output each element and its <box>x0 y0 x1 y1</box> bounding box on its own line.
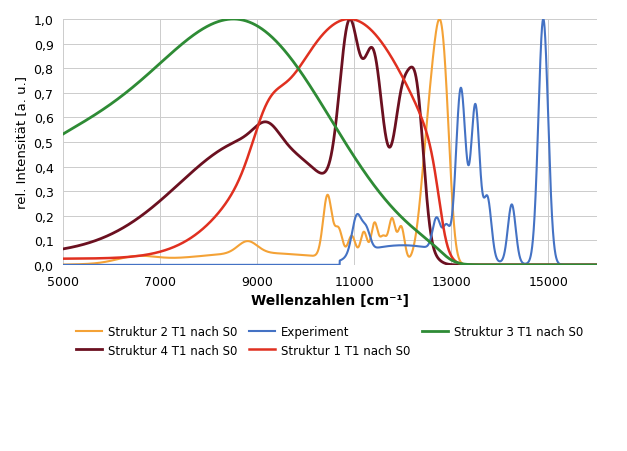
Experiment <box>189 262 196 268</box>
Struktur 4 T1 nach S0 <box>346 17 354 23</box>
Struktur 3 T1 nach S0 <box>589 262 596 268</box>
Struktur 3 T1 nach S0 <box>60 132 67 137</box>
Struktur 2 T1 nach S0 <box>60 262 67 268</box>
Struktur 2 T1 nach S0 <box>183 255 191 260</box>
Struktur 1 T1 nach S0 <box>60 256 67 262</box>
Experiment <box>589 262 596 268</box>
Struktur 3 T1 nach S0 <box>261 29 268 34</box>
Struktur 2 T1 nach S0 <box>593 262 600 268</box>
Struktur 4 T1 nach S0 <box>589 262 596 268</box>
Struktur 1 T1 nach S0 <box>189 235 196 240</box>
Struktur 3 T1 nach S0 <box>189 34 196 39</box>
Struktur 3 T1 nach S0 <box>593 262 601 268</box>
Line: Experiment: Experiment <box>63 20 597 265</box>
Struktur 4 T1 nach S0 <box>261 120 268 125</box>
Experiment <box>539 17 547 23</box>
Struktur 4 T1 nach S0 <box>298 156 306 162</box>
Experiment <box>183 262 191 268</box>
Struktur 1 T1 nach S0 <box>186 236 194 242</box>
Struktur 4 T1 nach S0 <box>183 175 191 180</box>
Struktur 1 T1 nach S0 <box>261 107 268 112</box>
Struktur 2 T1 nach S0 <box>589 262 596 268</box>
Struktur 1 T1 nach S0 <box>589 262 596 268</box>
Line: Struktur 1 T1 nach S0: Struktur 1 T1 nach S0 <box>63 20 597 265</box>
Struktur 3 T1 nach S0 <box>229 17 237 23</box>
Struktur 4 T1 nach S0 <box>579 262 587 268</box>
Struktur 2 T1 nach S0 <box>436 17 443 23</box>
Struktur 4 T1 nach S0 <box>189 169 196 175</box>
Struktur 2 T1 nach S0 <box>189 254 196 260</box>
Line: Struktur 2 T1 nach S0: Struktur 2 T1 nach S0 <box>63 20 597 265</box>
Struktur 3 T1 nach S0 <box>183 38 191 43</box>
Struktur 2 T1 nach S0 <box>593 262 601 268</box>
Struktur 4 T1 nach S0 <box>593 262 601 268</box>
Struktur 3 T1 nach S0 <box>186 36 194 41</box>
Struktur 2 T1 nach S0 <box>298 253 306 258</box>
Struktur 4 T1 nach S0 <box>60 247 67 252</box>
Struktur 2 T1 nach S0 <box>186 255 194 260</box>
Experiment <box>60 262 67 268</box>
Struktur 1 T1 nach S0 <box>298 61 306 67</box>
Y-axis label: rel. Intensität [a. u.]: rel. Intensität [a. u.] <box>15 76 28 209</box>
Experiment <box>298 262 306 268</box>
Struktur 3 T1 nach S0 <box>298 73 306 78</box>
Struktur 2 T1 nach S0 <box>261 248 268 253</box>
Experiment <box>186 262 194 268</box>
Struktur 1 T1 nach S0 <box>345 17 353 23</box>
Struktur 1 T1 nach S0 <box>183 238 191 244</box>
Legend: Struktur 2 T1 nach S0, Struktur 4 T1 nach S0, Experiment, Struktur 1 T1 nach S0,: Struktur 2 T1 nach S0, Struktur 4 T1 nac… <box>71 320 588 362</box>
Experiment <box>593 262 601 268</box>
Struktur 4 T1 nach S0 <box>186 172 194 177</box>
X-axis label: Wellenzahlen [cm⁻¹]: Wellenzahlen [cm⁻¹] <box>251 294 409 308</box>
Struktur 1 T1 nach S0 <box>593 262 601 268</box>
Line: Struktur 3 T1 nach S0: Struktur 3 T1 nach S0 <box>63 20 597 265</box>
Line: Struktur 4 T1 nach S0: Struktur 4 T1 nach S0 <box>63 20 597 265</box>
Experiment <box>261 262 268 268</box>
